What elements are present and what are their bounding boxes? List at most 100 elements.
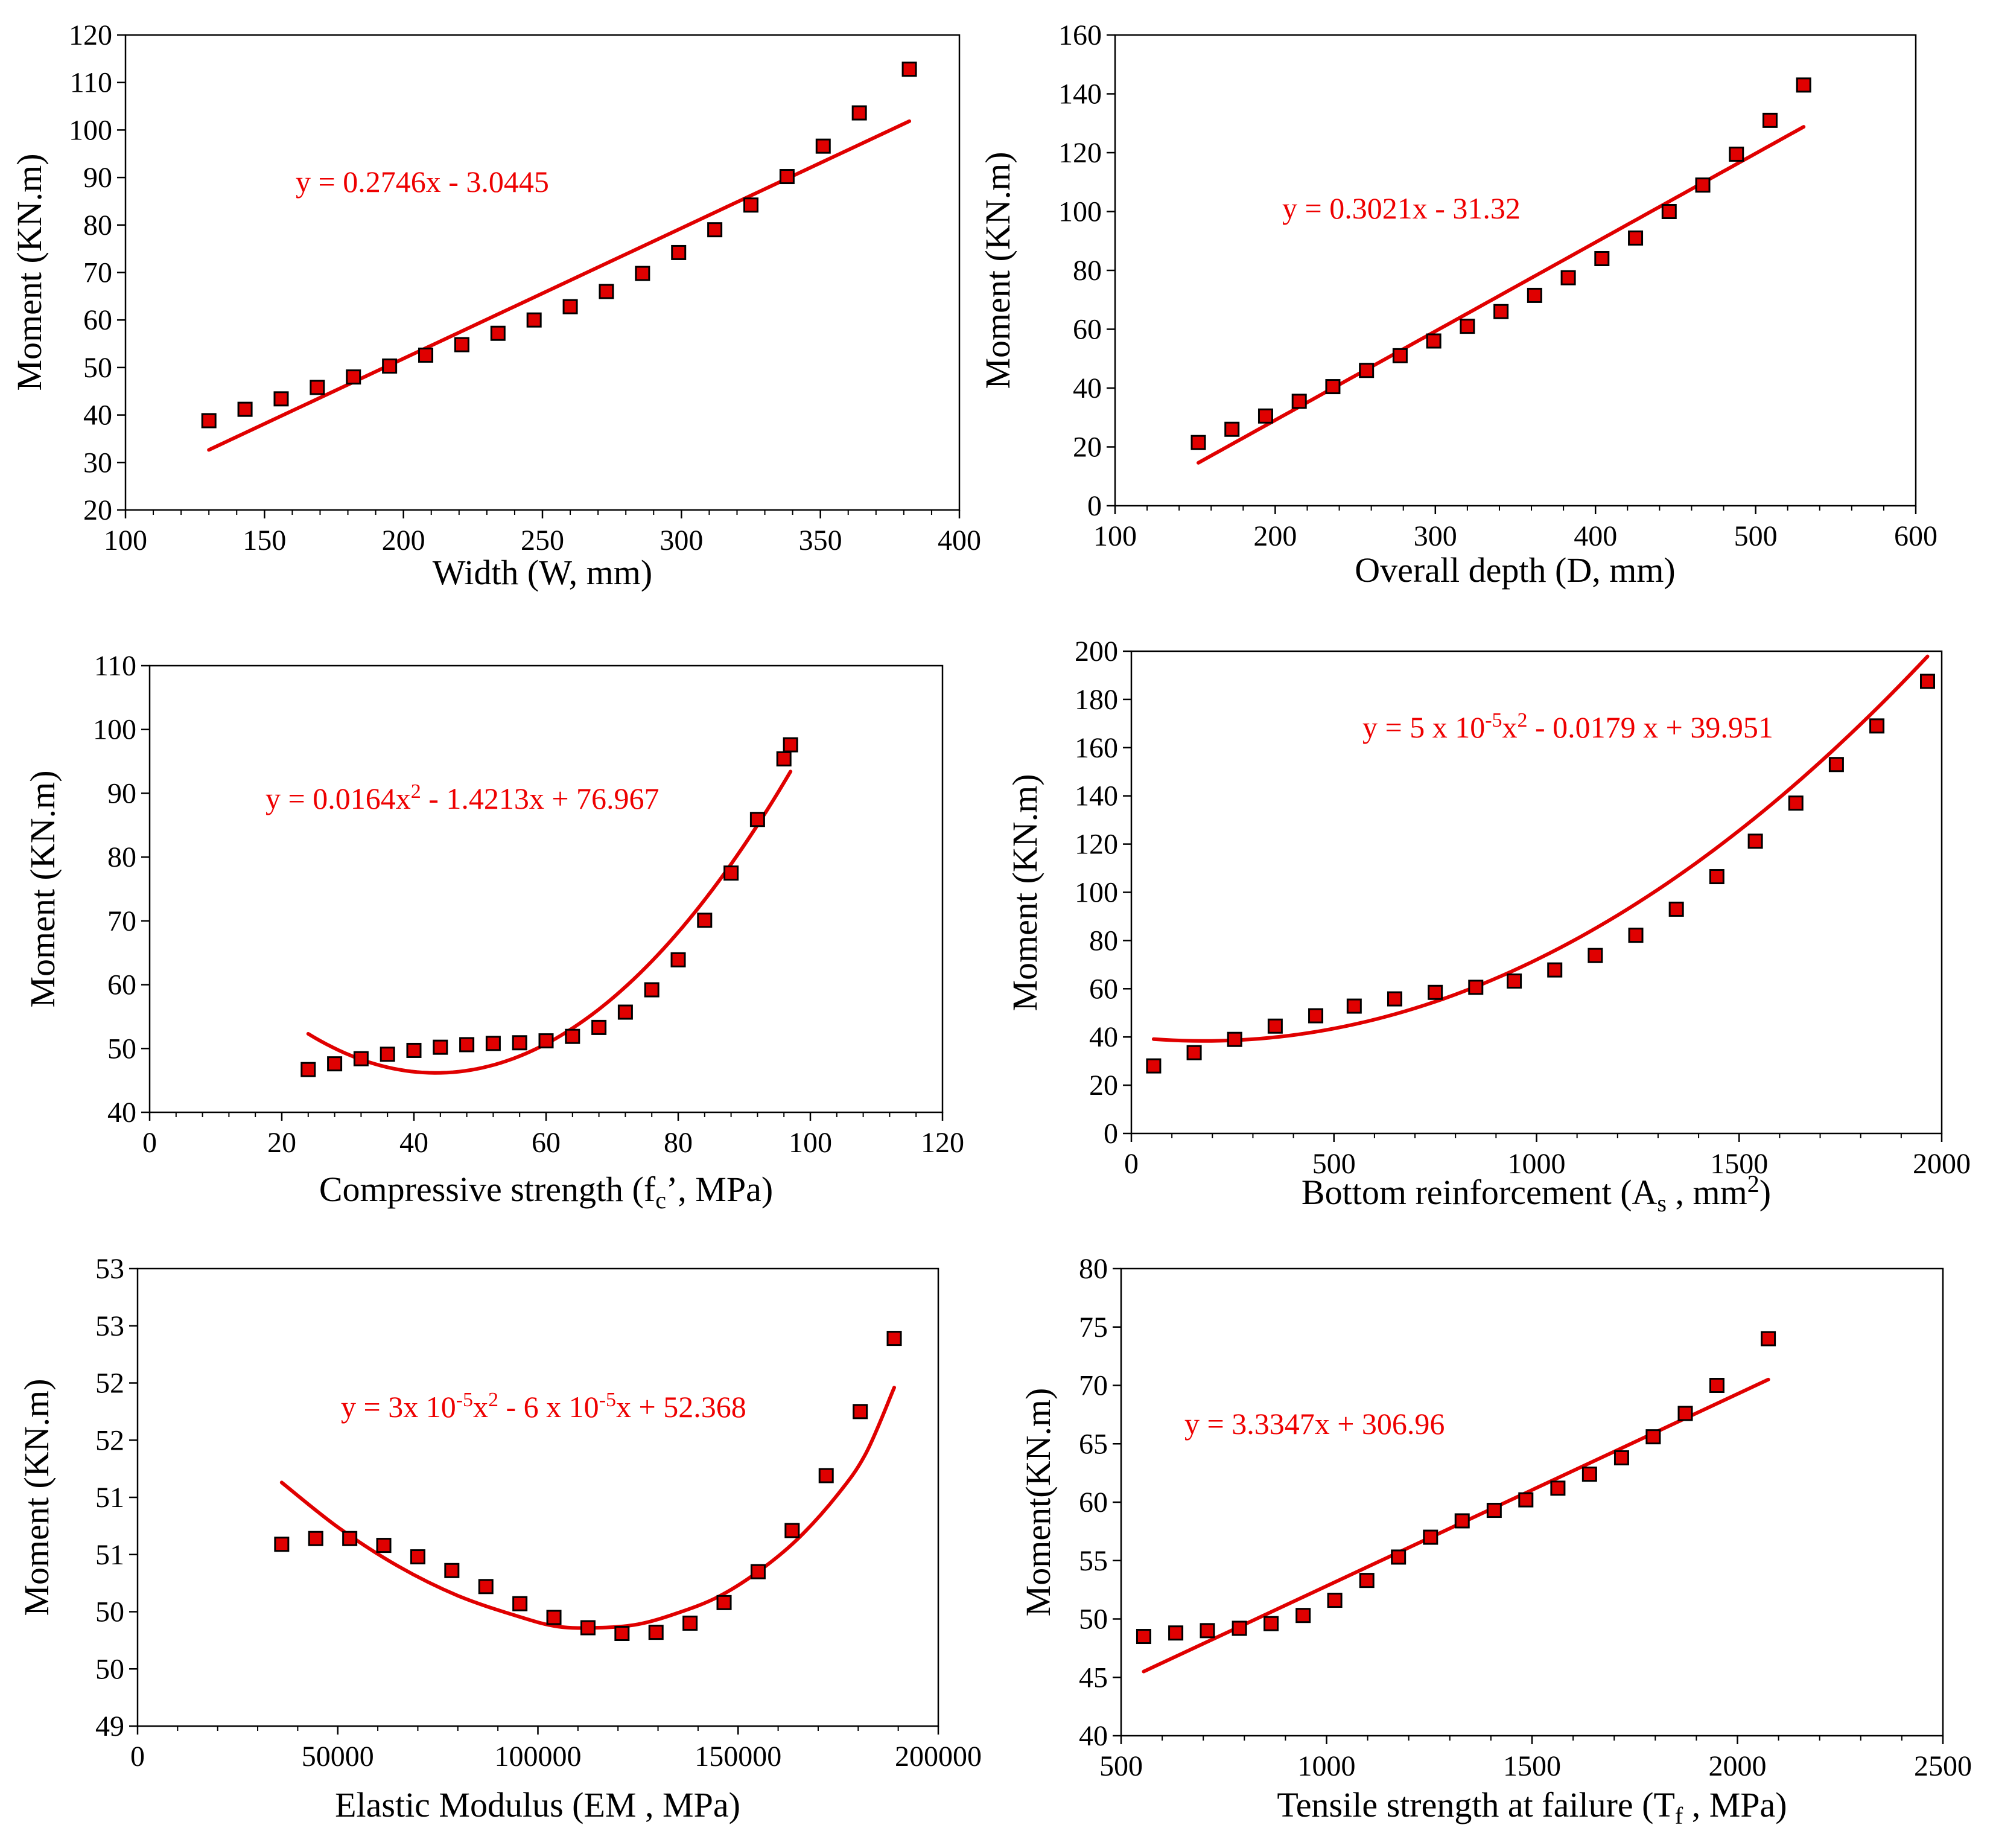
- x-tick-label: 500: [1312, 1148, 1356, 1180]
- y-tick-label: 50: [107, 1033, 136, 1065]
- y-tick-label: 53: [95, 1310, 124, 1342]
- trendline-equation: y = 3.3347x + 306.96: [1184, 1407, 1445, 1441]
- data-point: [644, 982, 660, 998]
- data-point: [512, 1035, 527, 1051]
- data-point: [682, 1615, 698, 1631]
- trendline-equation: y = 3x 10-5x2 - 6 x 10-5x + 52.368: [341, 1389, 746, 1424]
- y-tick-label: 60: [1079, 1486, 1108, 1518]
- trend-line: [279, 1386, 897, 1630]
- x-tick-label: 150000: [695, 1741, 781, 1773]
- data-point: [750, 1564, 766, 1579]
- chart-panel-3: 40 50 60 70 80 90 100 110 0 20 40 60 80 100 120 Moment …: [23, 650, 964, 1214]
- data-point: [591, 1019, 607, 1035]
- data-point: [1232, 1620, 1247, 1636]
- y-tick-label: 110: [70, 67, 112, 99]
- data-point: [444, 1563, 460, 1578]
- data-point: [512, 1596, 528, 1611]
- data-point: [1594, 251, 1610, 266]
- data-point: [743, 197, 758, 213]
- x-tick-label: 80: [664, 1127, 693, 1159]
- data-point: [1668, 901, 1684, 917]
- data-point: [1190, 435, 1206, 450]
- x-tick-label: 100000: [495, 1741, 582, 1773]
- data-point: [478, 1579, 494, 1595]
- data-point: [1391, 1549, 1407, 1565]
- x-tick-label: 300: [1414, 520, 1457, 552]
- data-point: [749, 812, 765, 827]
- y-tick-label: 20: [83, 494, 112, 526]
- x-tick-label: 2500: [1914, 1750, 1972, 1782]
- data-point: [1550, 1480, 1566, 1496]
- data-point: [1359, 1573, 1375, 1588]
- y-tick-label: 20: [1073, 432, 1102, 464]
- trendline-equation: y = 0.3021x - 31.32: [1282, 191, 1521, 225]
- data-point: [1291, 393, 1307, 409]
- y-axis-label: Moment (KN.m): [17, 1378, 56, 1616]
- x-axis-label: Width (W, mm): [433, 553, 652, 592]
- data-point: [1613, 1450, 1629, 1465]
- data-point: [342, 1531, 358, 1546]
- data-point: [1645, 1429, 1661, 1445]
- data-point: [1919, 674, 1935, 689]
- data-point: [1581, 1467, 1597, 1482]
- data-point: [1136, 1629, 1151, 1645]
- data-point: [1695, 177, 1711, 193]
- data-point: [1359, 363, 1375, 378]
- data-point: [376, 1538, 392, 1553]
- y-tick-label: 51: [95, 1482, 124, 1514]
- data-point: [1146, 1058, 1162, 1074]
- chart-panel-1: 20 30 40 50 60 70 80 90 100 110 120 100 150 200 250 300…: [10, 19, 981, 592]
- y-tick-label: 90: [107, 777, 136, 809]
- chart-panel-5: 49 50 50 51 51 52 52 53 53 0 50000 100000 150000 2000…: [17, 1253, 982, 1824]
- y-tick-label: 100: [69, 114, 112, 146]
- data-point: [201, 413, 217, 429]
- plot-frame: [136, 1267, 939, 1727]
- y-tick-label: 65: [1079, 1428, 1108, 1460]
- x-tick-label: 500: [1734, 520, 1778, 552]
- data-point: [853, 1404, 868, 1419]
- data-point: [1547, 962, 1563, 978]
- data-point: [1709, 1378, 1724, 1393]
- x-axis-label: Bottom reinforcement (As , mm2): [1302, 1170, 1771, 1217]
- y-tick-label: 140: [1058, 78, 1102, 110]
- data-point: [406, 1042, 422, 1058]
- y-tick-label: 20: [1089, 1069, 1118, 1101]
- y-tick-label: 52: [95, 1368, 124, 1400]
- data-point: [1200, 1623, 1215, 1639]
- trendline-equation: y = 0.0164x2 - 1.4213x + 76.967: [265, 780, 660, 815]
- y-tick-label: 200: [1075, 636, 1118, 668]
- y-tick-label: 100: [1058, 196, 1102, 228]
- y-tick-label: 160: [1075, 732, 1118, 764]
- y-axis-label: Moment (KN.m): [23, 770, 62, 1007]
- chart-panel-2: 0 20 40 60 80 100 120 140 160 100 200 300 400 500 600 M…: [978, 19, 1937, 590]
- data-point: [490, 325, 506, 341]
- data-point: [1460, 319, 1475, 334]
- data-point: [1677, 1406, 1693, 1421]
- data-point: [1828, 757, 1844, 773]
- y-tick-label: 40: [1073, 372, 1102, 404]
- x-tick-label: 40: [399, 1127, 428, 1159]
- data-point: [1507, 973, 1522, 989]
- data-point: [1224, 421, 1240, 437]
- y-tick-label: 60: [1089, 973, 1118, 1005]
- x-tick-label: 300: [660, 524, 703, 556]
- data-point: [707, 222, 723, 238]
- data-point: [459, 1037, 475, 1053]
- y-tick-label: 50: [83, 352, 112, 384]
- y-tick-label: 60: [107, 969, 136, 1001]
- data-point: [779, 169, 795, 185]
- y-tick-label: 45: [1079, 1662, 1108, 1693]
- data-point: [1387, 991, 1402, 1007]
- x-tick-label: 1500: [1710, 1148, 1768, 1180]
- data-point: [273, 391, 289, 407]
- data-point: [1392, 348, 1408, 363]
- y-tick-label: 53: [95, 1253, 124, 1285]
- data-point: [1761, 1331, 1776, 1346]
- data-point: [1468, 980, 1484, 995]
- x-tick-label: 250: [521, 524, 564, 556]
- data-point: [671, 244, 687, 260]
- data-point: [353, 1051, 369, 1066]
- data-point: [1729, 146, 1744, 162]
- y-tick-label: 100: [1075, 877, 1118, 909]
